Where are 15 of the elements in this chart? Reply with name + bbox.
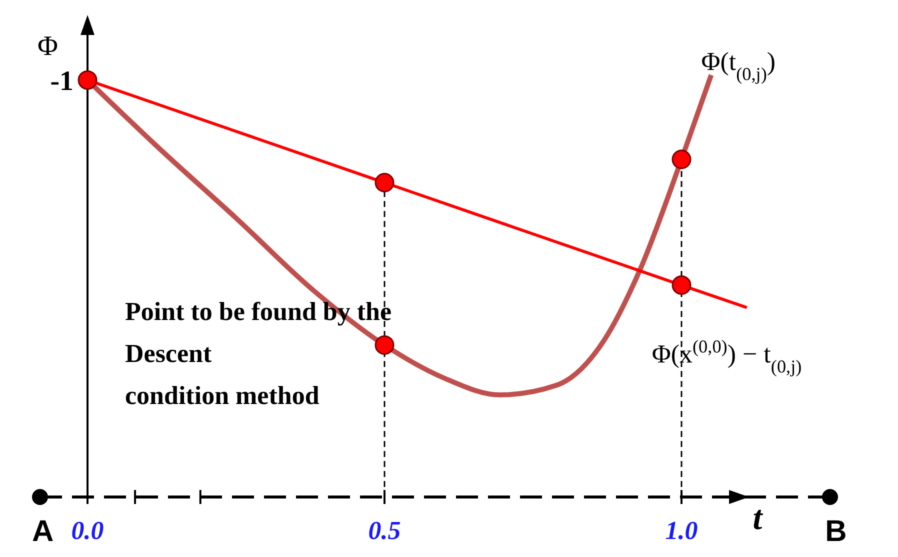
x-tick-label: 0.5: [368, 516, 401, 545]
y-axis-title: Φ: [38, 31, 58, 62]
point: [78, 70, 98, 90]
x-tick-label: 1.0: [665, 516, 698, 545]
text: B: [825, 515, 847, 548]
point: [374, 172, 394, 192]
x-axis-title: t: [752, 500, 764, 537]
x-tick-label: 0.0: [71, 516, 104, 545]
point: [672, 150, 692, 170]
point: [672, 275, 692, 295]
series-label: Φ(t$_{(0,j)}$): [701, 47, 776, 84]
annotation: -1: [50, 66, 74, 98]
text: Φ(x$^{(0,0)}$) − t$_{(0,j)}$: [652, 336, 802, 377]
text: A: [32, 515, 54, 548]
point: [374, 335, 394, 355]
